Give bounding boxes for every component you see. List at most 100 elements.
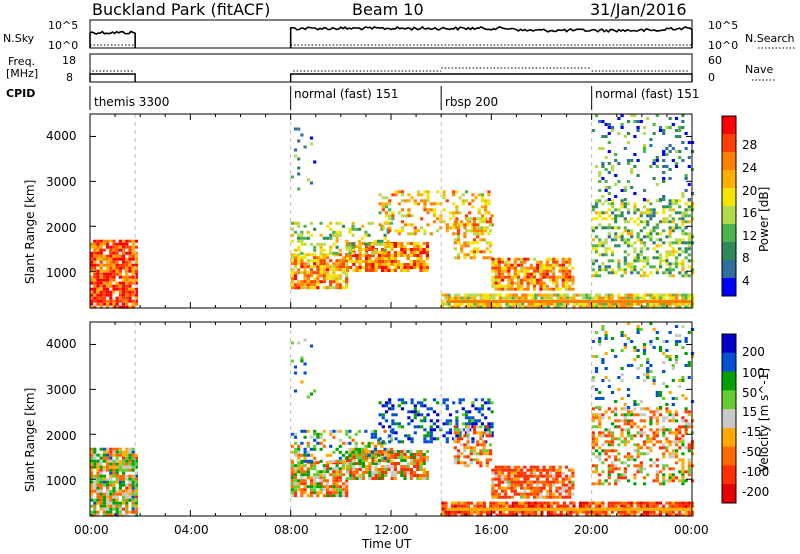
power-echo-cell — [687, 165, 691, 168]
power-echo-cell — [630, 235, 634, 239]
vel-echo-cell — [668, 455, 672, 459]
vel-echo-cell — [407, 437, 411, 441]
vel-echo-cell — [106, 468, 110, 472]
power-echo-cell — [297, 248, 301, 252]
vel-echo-cell — [106, 462, 110, 466]
power-echo-cell — [646, 214, 650, 218]
vel-echo-cell — [617, 376, 621, 379]
power-echo-cell — [407, 211, 411, 215]
vel-echo-cell — [636, 452, 640, 456]
power-echo-cell — [545, 287, 549, 291]
power-echo-cell — [388, 217, 392, 221]
power-echo-cell — [345, 283, 349, 287]
power-echo-cell — [655, 232, 659, 236]
vel-echo-cell — [687, 331, 691, 334]
vel-echo-cell — [504, 468, 508, 472]
vel-echo-cell — [90, 513, 94, 517]
power-echo-cell — [671, 247, 675, 251]
vel-echo-cell — [293, 491, 298, 495]
vel-echo-cell — [523, 486, 527, 490]
power-echo-cell — [109, 254, 113, 258]
power-echo-cell — [662, 271, 666, 275]
power-echo-cell — [297, 253, 301, 257]
power-echo-cell — [671, 159, 675, 162]
power-echo-cell — [444, 302, 448, 306]
vel-echo-cell — [400, 471, 404, 474]
power-echo-cell — [309, 268, 314, 272]
power-echo-cell — [534, 302, 538, 306]
vel-echo-cell — [652, 504, 656, 508]
power-echo-cell — [649, 217, 653, 221]
power-echo-cell — [484, 202, 488, 206]
power-echo-cell — [447, 293, 451, 297]
vel-echo-cell — [566, 510, 570, 514]
power-echo-cell — [553, 293, 557, 297]
vel-echo-cell — [335, 429, 339, 433]
vel-echo-cell — [633, 482, 637, 486]
vel-echo-cell — [313, 429, 317, 433]
power-echo-cell — [559, 302, 563, 306]
vel-echo-cell — [112, 495, 116, 499]
vel-echo-cell — [460, 428, 464, 432]
power-echo-cell — [99, 296, 103, 300]
vel-echo-cell — [548, 471, 553, 475]
vel-echo-cell — [511, 501, 515, 505]
power-echo-cell — [564, 272, 569, 276]
power-echo-cell — [479, 296, 483, 300]
power-echo-cell — [598, 241, 602, 245]
vel-colorbar-segment — [722, 352, 736, 373]
power-echo-cell — [384, 245, 388, 248]
power-echo-cell — [351, 242, 355, 246]
power-echo-cell — [99, 281, 103, 285]
power-echo-cell — [668, 168, 672, 171]
power-echo-cell — [303, 145, 307, 149]
vel-echo-cell — [125, 456, 129, 460]
vel-echo-cell — [575, 510, 579, 514]
vel-echo-cell — [444, 513, 448, 517]
power-echo-cell — [99, 305, 103, 309]
power-echo-cell — [614, 238, 618, 242]
power-echo-cell — [99, 299, 103, 303]
vel-echo-cell — [377, 459, 381, 462]
vel-echo-cell — [290, 444, 294, 448]
vel-echo-cell — [413, 413, 417, 417]
power-echo-cell — [649, 271, 653, 275]
vel-echo-cell — [497, 492, 501, 496]
vel-echo-cell — [671, 367, 675, 370]
vel-echo-cell — [588, 504, 592, 508]
power-echo-cell — [626, 162, 631, 165]
vel-echo-cell — [520, 483, 524, 487]
power-echo-cell — [332, 233, 336, 237]
vel-echo-cell — [416, 465, 420, 468]
power-echo-cell — [93, 251, 97, 255]
vel-echo-cell — [444, 501, 448, 505]
power-echo-cell — [674, 202, 679, 206]
power-echo-cell — [368, 245, 372, 248]
power-echo-cell — [445, 226, 449, 230]
vel-echo-cell — [484, 416, 488, 420]
power-echo-cell — [636, 256, 640, 260]
vel-echo-cell — [357, 459, 362, 463]
vel-echo-cell — [479, 464, 483, 468]
power-echo-cell — [403, 263, 407, 266]
vel-echo-cell — [364, 444, 368, 448]
power-echo-cell — [456, 232, 461, 236]
power-echo-cell — [569, 296, 573, 300]
vel-echo-cell — [409, 456, 413, 459]
power-echo-cell — [134, 245, 138, 249]
power-echo-cell — [633, 114, 637, 117]
power-echo-cell — [407, 193, 411, 197]
power-echo-cell — [325, 256, 330, 260]
power-echo-cell — [649, 302, 653, 306]
vel-echo-cell — [400, 401, 405, 405]
vel-echo-cell — [502, 501, 506, 505]
vel-echo-cell — [106, 492, 110, 496]
power-echo-cell — [99, 287, 103, 291]
power-echo-cell — [313, 271, 317, 275]
power-echo-cell — [378, 211, 382, 215]
power-echo-cell — [646, 259, 650, 263]
vel-echo-cell — [526, 492, 530, 496]
vel-echo-cell — [633, 443, 637, 447]
power-echo-cell — [106, 299, 110, 303]
power-echo-cell — [102, 299, 106, 303]
